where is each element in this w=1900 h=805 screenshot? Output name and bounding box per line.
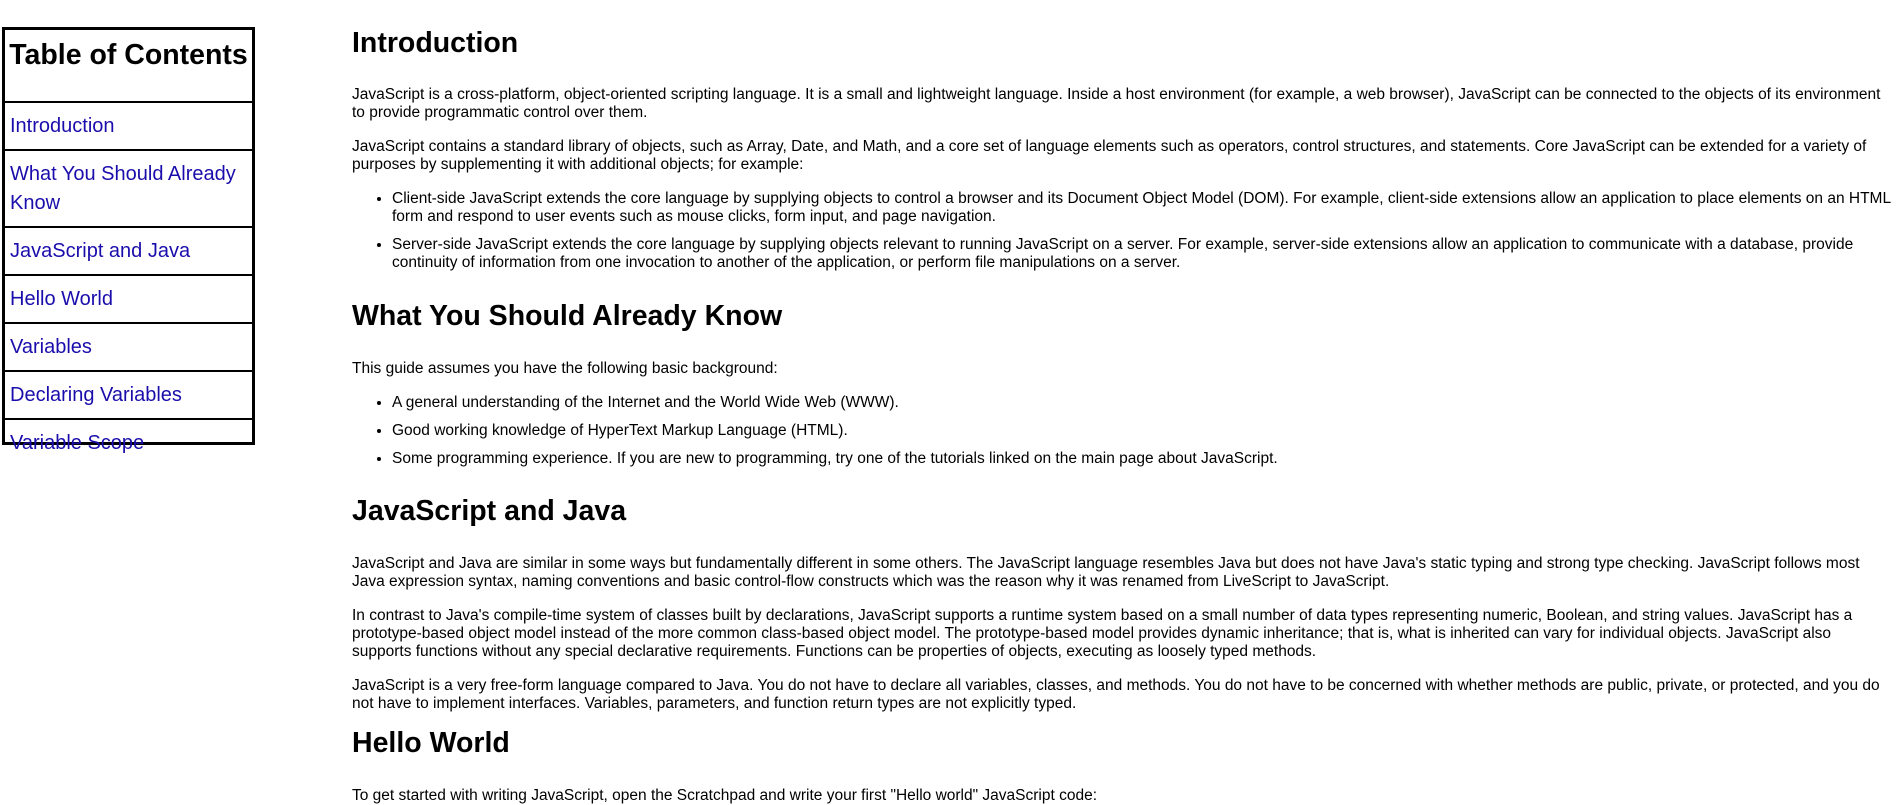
toc-link-declaring-variables[interactable]: Declaring Variables [10, 384, 182, 406]
toc-link-what-you-should-already-know[interactable]: What You Should Already Know [10, 163, 236, 214]
toc-item-variables: Variables [5, 324, 252, 372]
list-item: Client-side JavaScript extends the core … [392, 190, 1892, 226]
table-of-contents: Table of Contents Introduction What You … [2, 27, 255, 454]
toc-item-introduction: Introduction [5, 103, 252, 151]
toc-title: Table of Contents [5, 30, 252, 103]
toc-item-hello-world: Hello World [5, 276, 252, 324]
list-item: Some programming experience. If you are … [392, 450, 1892, 468]
toc-list: Introduction What You Should Already Kno… [5, 103, 252, 466]
toc-item-javascript-and-java: JavaScript and Java [5, 228, 252, 276]
introduction-paragraph-1: JavaScript is a cross-platform, object-o… [352, 86, 1881, 121]
java-paragraph-2: In contrast to Java's compile-time syste… [352, 607, 1853, 660]
section-hello-world: Hello World To get started with writing … [352, 726, 1892, 805]
toc-link-hello-world[interactable]: Hello World [10, 288, 113, 310]
main-content: Introduction JavaScript is a cross-platf… [352, 0, 1892, 805]
introduction-bullet-list: Client-side JavaScript extends the core … [352, 190, 1892, 272]
know-bullet-list: A general understanding of the Internet … [352, 394, 1892, 468]
toc-link-variable-scope[interactable]: Variable Scope [10, 432, 145, 454]
introduction-paragraph-2: JavaScript contains a standard library o… [352, 138, 1867, 173]
section-introduction: Introduction JavaScript is a cross-platf… [352, 26, 1892, 272]
heading-what-you-should-already-know: What You Should Already Know [352, 300, 783, 332]
section-javascript-and-java: JavaScript and Java JavaScript and Java … [352, 494, 1892, 713]
heading-javascript-and-java: JavaScript and Java [352, 495, 627, 527]
java-paragraph-3: JavaScript is a very free-form language … [352, 677, 1880, 712]
list-item: A general understanding of the Internet … [392, 394, 1892, 412]
list-item: Good working knowledge of HyperText Mark… [392, 422, 1892, 440]
know-paragraph-1: This guide assumes you have the followin… [352, 360, 778, 377]
heading-hello-world: Hello World [352, 727, 510, 759]
toc-item-what-you-should-already-know: What You Should Already Know [5, 151, 252, 228]
heading-introduction: Introduction [352, 27, 519, 59]
toc-item-variable-scope: Variable Scope [5, 420, 252, 466]
toc-link-javascript-and-java[interactable]: JavaScript and Java [10, 240, 191, 262]
hello-paragraph-1: To get started with writing JavaScript, … [352, 787, 1098, 804]
toc-link-introduction[interactable]: Introduction [10, 115, 115, 137]
java-paragraph-1: JavaScript and Java are similar in some … [352, 555, 1860, 590]
list-item: Server-side JavaScript extends the core … [392, 236, 1892, 272]
toc-item-declaring-variables: Declaring Variables [5, 372, 252, 420]
toc-link-variables[interactable]: Variables [10, 336, 92, 358]
section-what-you-should-already-know: What You Should Already Know This guide … [352, 299, 1892, 468]
